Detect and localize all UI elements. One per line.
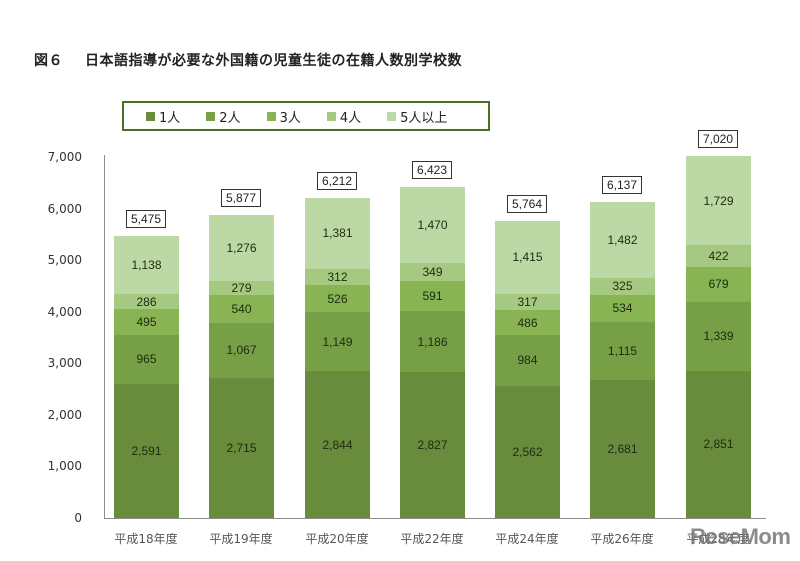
legend-item: 2人 [206,107,241,126]
bar-segment: 486 [495,310,560,336]
bar-segment: 1,186 [400,311,465,373]
stacked-bar: 2,715 1,067 540 279 1,276 [209,214,274,518]
bar-segment: 286 [114,294,179,310]
bar-segment: 965 [114,334,179,385]
y-tick-label: 1,000 [47,459,82,474]
legend: 1人 2人 3人 4人 5人以上 [122,101,490,131]
bar-segment: 2,591 [114,384,179,518]
bar-segment: 2,715 [209,377,274,518]
legend-item: 4人 [326,107,362,126]
legend-swatch-icon [206,111,216,121]
total-label: 6,212 [316,171,358,190]
y-tick-label: 6,000 [47,201,82,216]
bar-segment: 2,851 [686,370,751,518]
bar-segment: 1,138 [114,235,179,295]
bar-segment: 679 [686,266,751,302]
bar-segment: 317 [495,293,560,311]
stacked-bar: 2,591 965 495 286 1,138 [114,235,179,518]
bar-segment: 1,115 [590,322,655,380]
bar-segment: 2,844 [305,371,370,518]
bar-segment: 1,482 [590,201,655,278]
legend-label: 4人 [339,110,362,126]
bar-segment: 1,276 [209,214,274,281]
legend-label: 5人以上 [400,110,448,126]
stacked-bar: 2,562 984 486 317 1,415 [495,220,560,518]
bar-segment: 1,067 [209,322,274,378]
stacked-bar: 2,844 1,149 526 312 1,381 [305,197,370,518]
legend-label: 2人 [219,110,241,126]
x-category-label: 平成28年度 [686,532,750,546]
y-tick-label: 3,000 [47,356,82,371]
bar-segment: 495 [114,309,179,335]
bar-segment: 1,149 [305,312,370,372]
y-tick-label: 0 [74,511,82,525]
x-category-label: 平成22年度 [400,532,464,546]
legend-item: 5人以上 [387,107,447,126]
x-category-label: 平成18年度 [114,532,178,546]
bar-segment: 279 [209,280,274,296]
legend-swatch-icon [146,111,155,121]
legend-item: 1人 [146,107,180,126]
total-label: 5,764 [506,194,548,213]
bar-segment: 312 [305,268,370,285]
bar-segment: 984 [495,335,560,386]
figure-label: 図６ [34,53,63,69]
x-category-label: 平成20年度 [305,532,369,546]
total-label: 5,475 [125,209,167,228]
bar-segment: 1,470 [400,186,465,263]
bar-segment: 2,681 [590,379,655,518]
stacked-bar: 2,827 1,186 591 349 1,470 [400,186,465,518]
x-axis-line [104,518,766,519]
x-category-label: 平成24年度 [495,532,559,546]
legend-swatch-icon [266,111,276,121]
legend-swatch-icon [326,111,336,121]
bar-segment: 325 [590,277,655,295]
bar-segment: 349 [400,262,465,281]
legend-swatch-icon [387,111,397,121]
legend-label: 3人 [279,110,301,126]
total-label: 6,137 [601,175,643,194]
bar-segment: 540 [209,295,274,323]
bar-segment: 2,827 [400,372,465,518]
bar-segment: 1,729 [686,155,751,246]
stacked-bar: 2,681 1,115 534 325 1,482 [590,201,655,518]
bar-segment: 534 [590,294,655,323]
bar-segment: 591 [400,280,465,312]
bar-segment: 1,381 [305,197,370,269]
y-tick-label: 4,000 [47,304,82,319]
legend-label: 1人 [159,110,181,126]
bar-segment: 422 [686,245,751,267]
bar-segment: 1,415 [495,220,560,294]
legend-item: 3人 [266,107,301,126]
x-category-label: 平成19年度 [209,532,273,546]
bar-segment: 1,339 [686,301,751,371]
bar-segment: 2,562 [495,385,560,518]
total-label: 5,877 [220,188,262,207]
title-text: 日本語指導が必要な外国籍の児童生徒の在籍人数別学校数 [85,53,462,69]
watermark-logo: ReseMom [690,524,791,549]
y-tick-label: 5,000 [47,253,82,268]
stacked-bar: 2,851 1,339 679 422 1,729 [686,155,751,518]
y-tick-label: 7,000 [47,150,82,164]
y-axis-line [104,155,105,519]
chart-title: 図６ 日本語指導が必要な外国籍の児童生徒の在籍人数別学校数 [34,50,462,70]
x-category-label: 平成26年度 [590,532,654,546]
total-label: 6,423 [411,160,453,179]
y-tick-label: 2,000 [47,407,82,422]
bar-segment: 526 [305,284,370,313]
total-label: 7,020 [697,129,739,148]
